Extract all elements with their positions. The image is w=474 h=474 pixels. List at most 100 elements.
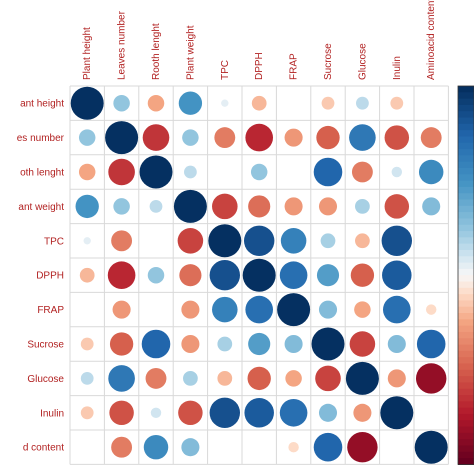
correlation-circle [212, 296, 238, 323]
correlation-circle [245, 295, 274, 324]
column-label: Inulin [392, 56, 403, 80]
correlation-circle [288, 441, 299, 453]
correlation-circle [414, 430, 448, 464]
correlation-circle [149, 200, 163, 213]
legend-color-step [458, 376, 474, 384]
correlation-circle [313, 432, 343, 462]
legend-color-step [458, 426, 474, 434]
correlation-circle [150, 407, 162, 419]
correlation-circle [80, 372, 94, 385]
legend-color-step [458, 401, 474, 409]
legend-color-step [458, 287, 474, 295]
correlation-circle [345, 361, 379, 395]
correlation-circle [285, 370, 302, 387]
correlation-circle [217, 336, 233, 352]
correlation-circle [243, 225, 275, 257]
legend-color-step [458, 268, 474, 276]
correlation-circle [416, 329, 446, 359]
correlation-circle [147, 94, 165, 112]
correlation-circle [381, 225, 413, 257]
row-label: Sucrose [27, 340, 64, 351]
correlation-circle [142, 124, 170, 151]
legend-color-step [458, 130, 474, 138]
correlation-circle [147, 266, 165, 284]
correlation-circle [420, 127, 442, 149]
correlation-circle [418, 159, 444, 185]
legend-color-step [458, 231, 474, 238]
correlation-circle [79, 267, 95, 283]
correlation-circle [387, 334, 406, 354]
correlation-circle [108, 158, 135, 186]
legend-color-step [458, 331, 474, 339]
color-legend [457, 85, 474, 465]
correlation-circle [208, 224, 242, 258]
legend-color-step [458, 388, 474, 396]
correlation-circle [244, 398, 274, 428]
correlation-circle [83, 237, 91, 245]
correlation-circle [212, 193, 238, 220]
correlation-circle [347, 431, 378, 463]
column-label: FRAP [289, 53, 300, 80]
legend-color-step [458, 86, 474, 93]
legend-color-step [458, 180, 474, 188]
correlation-circle [182, 129, 199, 146]
legend-color-step [458, 98, 474, 106]
legend-color-step [458, 155, 474, 163]
correlation-circle [214, 127, 236, 149]
row-label: es number [17, 133, 65, 144]
row-label: Inulin [40, 408, 64, 419]
correlation-circle [209, 397, 241, 429]
legend-color-step [458, 92, 474, 100]
correlation-circle [318, 300, 338, 319]
legend-color-step [458, 199, 474, 207]
correlation-circle [284, 334, 303, 354]
correlation-circle [313, 157, 343, 187]
correlation-circle [247, 366, 271, 391]
legend-color-step [458, 395, 474, 402]
column-label: Plant weight [185, 25, 196, 80]
correlation-circle [382, 260, 412, 290]
legend-color-step [458, 212, 474, 220]
correlation-circle [277, 293, 311, 327]
correlation-circle [113, 94, 130, 112]
legend-color-step [458, 218, 474, 226]
legend-color-step [458, 142, 474, 150]
legend-color-step [458, 111, 474, 119]
correlation-circle [109, 400, 134, 426]
correlation-circle [183, 371, 198, 386]
column-label: TPC [220, 60, 231, 80]
legend-color-step [458, 357, 474, 365]
legend-color-step [458, 306, 474, 314]
correlation-circle [384, 194, 410, 219]
legend-color-step [458, 136, 474, 144]
row-label: TPC [44, 236, 64, 247]
correlation-circle [107, 261, 136, 290]
correlation-circle [242, 258, 276, 292]
correlation-circle [380, 396, 414, 430]
correlation-circle [221, 99, 229, 107]
row-label: d content [23, 443, 64, 454]
legend-color-step [458, 445, 474, 453]
correlation-circle [75, 194, 99, 219]
correlation-circle [425, 304, 437, 315]
correlation-circle [279, 398, 308, 427]
correlation-circle [173, 189, 207, 223]
column-label: Plant height [82, 27, 93, 80]
legend-color-step [458, 420, 474, 428]
correlation-circle [80, 406, 94, 420]
legend-color-step [458, 413, 474, 421]
legend-color-step [458, 186, 474, 194]
correlation-circle [349, 124, 376, 151]
correlation-circle [321, 96, 335, 110]
column-label: Leaves number [117, 10, 128, 80]
correlation-circle [251, 95, 267, 111]
correlation-circle [390, 96, 404, 110]
legend-color-step [458, 344, 474, 352]
correlation-circle [178, 91, 203, 115]
legend-color-step [458, 205, 474, 213]
correlation-circle [105, 121, 139, 155]
correlation-circle [355, 233, 370, 249]
legend-color-step [458, 243, 474, 251]
correlation-circle [178, 400, 203, 426]
